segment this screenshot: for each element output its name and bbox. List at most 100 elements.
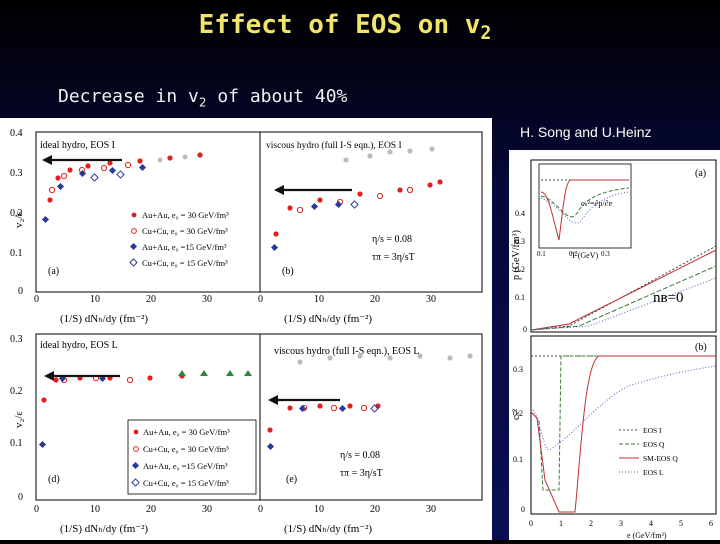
ytick: 0.1: [513, 455, 523, 464]
legend-marker: [131, 461, 140, 470]
ytick: 0.3: [515, 237, 525, 246]
eos-top-y-ticks: 0.4 0.3 0.2 0.1 0: [515, 209, 527, 334]
inset-curve: [540, 179, 629, 241]
pressure-axis-label: p (GeV/fm³): [511, 230, 522, 280]
eos-inset-curves: [540, 179, 630, 241]
data-point: [437, 179, 443, 185]
data-point: [429, 146, 435, 152]
xtick: 20: [146, 294, 156, 305]
data-point: [53, 377, 59, 383]
xtick: 30: [426, 294, 436, 305]
panel-e-note1: η/s = 0.08: [340, 450, 380, 461]
data-point: [244, 370, 252, 376]
panel-d-label: (d): [48, 474, 60, 485]
ytick: 0.1: [515, 293, 525, 302]
data-point: [197, 152, 203, 158]
y-axis-label-top: v₂/ε: [13, 211, 25, 228]
data-point: [167, 155, 173, 161]
panel-d-arrow: [44, 371, 120, 381]
ytick: 0.3: [10, 168, 23, 179]
x-axis-label: (1/S) dNₕ/dy (fm⁻²): [284, 523, 372, 535]
data-point: [147, 375, 153, 381]
panel-a-points: [41, 152, 203, 224]
cs2-curve: [530, 355, 716, 513]
xtick: 0: [529, 519, 533, 528]
data-point: [376, 192, 384, 200]
legend-text: EOS L: [643, 468, 664, 477]
panel-a-label: (a): [48, 266, 59, 277]
inset-tick: 0.3: [601, 250, 610, 258]
data-point: [270, 243, 279, 252]
author-credit: H. Song and U.Heinz: [520, 124, 652, 140]
data-point: [317, 197, 323, 203]
xtick: 30: [202, 294, 212, 305]
y-axis-label-bottom: v₂/ε: [13, 411, 25, 428]
data-point: [357, 191, 363, 197]
inset-x-label: T (GeV): [571, 251, 599, 260]
panel-b-title: viscous hydro (full I-S eqn.), EOS I: [266, 140, 402, 151]
data-point: [67, 167, 73, 173]
eos-panel-a-label: (a): [695, 168, 706, 179]
data-point: [182, 154, 188, 160]
data-point: [427, 182, 433, 188]
pressure-curves: [530, 245, 717, 331]
pressure-curve: [530, 277, 717, 331]
data-point: [41, 397, 47, 403]
data-point: [296, 206, 304, 214]
ytick: 0.1: [10, 248, 23, 259]
legend-marker: [131, 212, 137, 218]
data-point: [297, 359, 303, 365]
legend-text: Cu+Cu, e₀ = 15 GeV/fm³: [142, 258, 228, 268]
cs2-curve: [530, 365, 717, 451]
data-point: [266, 442, 275, 451]
xtick: 10: [90, 294, 100, 305]
inset-curve: [540, 187, 630, 218]
ytick: 0.2: [10, 386, 23, 397]
ytick: 0.1: [10, 438, 23, 449]
xtick: 1: [559, 519, 563, 528]
data-point: [38, 440, 47, 449]
x-axis-label: (1/S) dNₕ/dy (fm⁻²): [60, 313, 148, 325]
ytick: 0.2: [515, 265, 525, 274]
legend-marker: [131, 228, 137, 234]
legend-marker: [129, 242, 138, 251]
panel-d-title: ideal hydro, EOS L: [40, 340, 118, 351]
xtick: 20: [370, 294, 380, 305]
xtick: 6: [709, 519, 713, 528]
bottom-x-ticks: 0 10 20 30 0 10 20 30: [34, 504, 436, 515]
data-point: [200, 370, 208, 376]
ytick: 0: [523, 325, 527, 334]
data-point: [267, 427, 273, 433]
data-point: [330, 404, 338, 412]
pressure-curve: [530, 265, 717, 331]
sound-speed-curves: [530, 355, 717, 513]
ytick: 0.4: [515, 209, 525, 218]
xtick: 30: [426, 504, 436, 515]
eos-x-ticks: 0 1 2 3 4 5 6: [529, 519, 713, 528]
sound-speed-axis-label: cₛ²: [511, 409, 522, 420]
data-point: [107, 160, 113, 166]
legend-text: Au+Au, e₀ = 30 GeV/fm³: [143, 427, 230, 437]
data-point: [47, 197, 53, 203]
eos-legend: EOS I EOS Q SM-EOS Q EOS L: [619, 426, 678, 477]
energy-density-axis-label: e (GeV/fm³): [627, 531, 667, 540]
xtick: 10: [314, 294, 324, 305]
panel-e-title: viscous hydro (full I-S eqn.), EOS L: [274, 346, 420, 357]
legend-marker: [133, 429, 139, 435]
data-point: [100, 164, 108, 172]
v2-figure-left: 0.4 0.3 0.2 0.1 0 0.3 0.2 0.1 0 v₂/ε v₂/…: [0, 118, 492, 540]
panel-b-frame: [259, 131, 483, 293]
data-point: [310, 202, 319, 211]
data-point: [334, 200, 343, 209]
inset-formula: cₛ²=∂p/∂e: [581, 199, 613, 208]
panel-b-points: [270, 146, 443, 252]
panel-b-label: (b): [282, 266, 294, 277]
data-point: [467, 353, 473, 359]
data-point: [60, 172, 68, 180]
legend-text: SM-EOS Q: [643, 454, 678, 463]
xtick: 20: [370, 504, 380, 515]
legend-text: Au+Au, e₀ =15 GeV/fm³: [143, 461, 228, 471]
pressure-curve: [530, 249, 717, 331]
ytick: 0.2: [513, 409, 523, 418]
slide-subtitle: Decrease in v2 of about 40%: [58, 86, 348, 110]
